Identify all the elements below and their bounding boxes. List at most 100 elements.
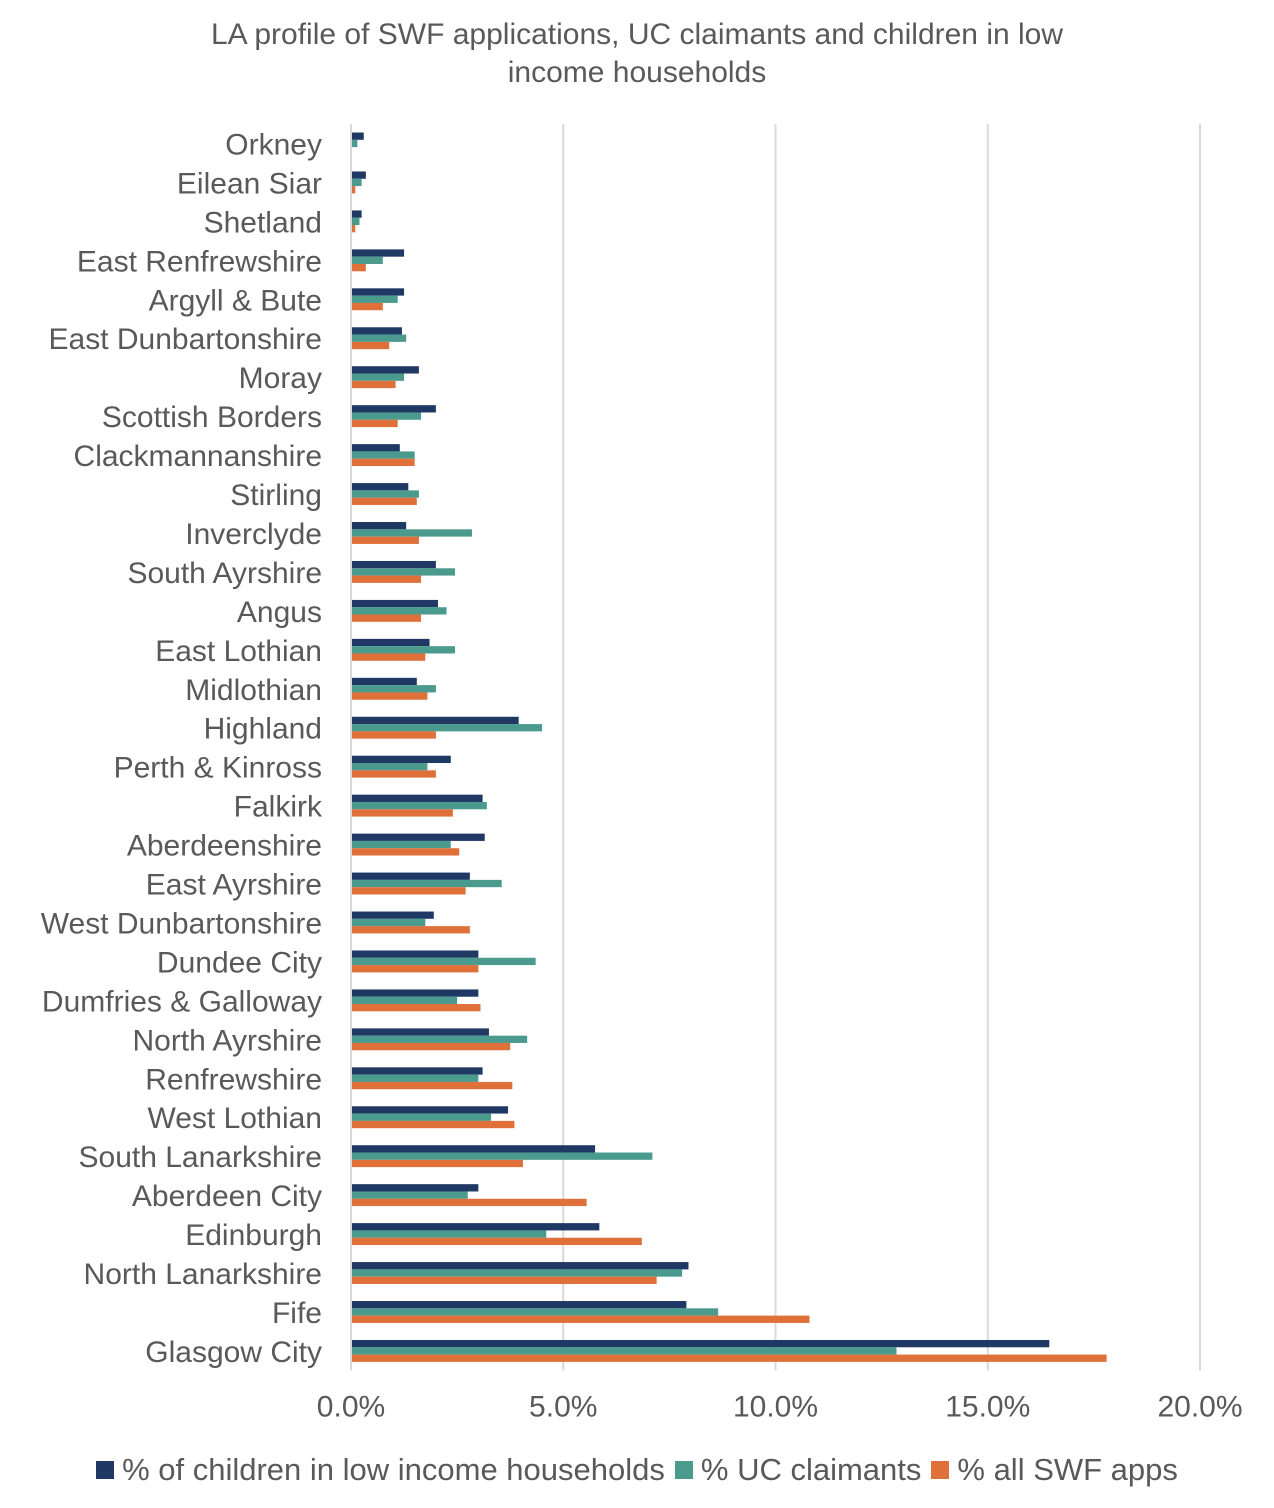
bar — [351, 801, 487, 810]
bar — [351, 1315, 810, 1323]
bar — [351, 879, 502, 888]
legend-item: % all SWF apps — [931, 1452, 1178, 1488]
x-tick-label: 20.0% — [1157, 1390, 1242, 1423]
bar — [351, 1106, 509, 1114]
bar — [351, 178, 362, 187]
category-label: Perth & Kinross — [114, 752, 322, 785]
bar — [351, 1198, 587, 1207]
legend-label: % all SWF apps — [957, 1452, 1178, 1487]
bar — [351, 302, 383, 311]
bar — [351, 638, 430, 647]
category-label: Highland — [204, 713, 322, 746]
bar — [351, 809, 453, 817]
bar — [351, 1028, 489, 1036]
category-label: Dundee City — [157, 946, 322, 979]
bar — [351, 334, 407, 342]
bar — [351, 731, 436, 739]
bar — [351, 1152, 653, 1160]
legend-item: % UC claimants — [674, 1452, 922, 1488]
bar — [351, 1120, 515, 1129]
category-label: Moray — [239, 362, 322, 395]
chart-legend: % of children in low income households % … — [0, 1450, 1274, 1490]
category-label: Edinburgh — [185, 1219, 322, 1252]
bar — [351, 327, 402, 335]
bar — [351, 132, 364, 140]
bar — [351, 256, 383, 264]
category-label: East Renfrewshire — [77, 245, 322, 278]
bar — [351, 1159, 523, 1168]
bar — [351, 763, 428, 771]
bar — [351, 1347, 897, 1355]
bar — [351, 1184, 479, 1192]
bar — [351, 1237, 642, 1246]
category-label: South Ayrshire — [127, 557, 322, 590]
bar — [351, 186, 356, 194]
bar — [351, 412, 422, 420]
bar — [351, 171, 366, 179]
bar — [351, 755, 451, 764]
bar — [351, 692, 428, 700]
x-tick-label: 5.0% — [529, 1390, 597, 1423]
bar — [351, 607, 447, 615]
x-tick-label: 15.0% — [945, 1390, 1030, 1423]
category-label: Falkirk — [234, 791, 323, 824]
category-label: North Lanarkshire — [84, 1258, 322, 1291]
bar — [351, 419, 398, 428]
bar — [351, 568, 456, 576]
bar — [351, 536, 419, 544]
category-label: Shetland — [204, 206, 322, 239]
chart-title-line-2: income households — [507, 56, 767, 89]
category-label: Scottish Borders — [102, 401, 322, 434]
bar — [351, 522, 407, 530]
chart-title-line-1: LA profile of SWF applications, UC claim… — [210, 18, 1064, 51]
bar — [351, 950, 479, 958]
bar — [351, 599, 439, 608]
bar — [351, 1145, 596, 1153]
bar — [351, 724, 543, 732]
category-label: Clackmannanshire — [74, 440, 322, 473]
legend-swatch — [931, 1461, 950, 1479]
bar — [351, 614, 422, 622]
category-label: Midlothian — [185, 674, 322, 707]
category-label: East Ayrshire — [146, 869, 322, 902]
bar — [351, 1191, 468, 1199]
bar — [351, 848, 460, 856]
bar — [351, 918, 426, 927]
bar — [351, 560, 436, 569]
category-label: Inverclyde — [185, 518, 322, 551]
bar — [351, 451, 415, 459]
bar — [351, 1230, 547, 1238]
legend-label: % of children in low income households — [122, 1452, 665, 1487]
category-label: Aberdeenshire — [127, 830, 322, 863]
x-tick-label: 10.0% — [733, 1390, 818, 1423]
bar — [351, 677, 417, 686]
bar — [351, 1074, 479, 1082]
bar — [351, 490, 419, 498]
bar — [351, 1035, 528, 1043]
bar-chart-plot: 0.0% 5.0% 10.0% 15.0% 20.0% Orkney Eilean Siar… — [41, 124, 1243, 1423]
bar — [351, 1354, 1107, 1362]
bar — [351, 263, 366, 272]
bar — [351, 373, 405, 381]
category-label: North Ayrshire — [132, 1024, 322, 1057]
bar — [351, 887, 466, 895]
bar — [351, 217, 360, 226]
bar — [351, 1081, 513, 1090]
bar — [351, 295, 398, 303]
bar — [351, 1113, 492, 1121]
bar — [351, 341, 390, 350]
bar — [351, 1262, 689, 1270]
bar — [351, 1276, 657, 1284]
bar — [351, 770, 436, 778]
bar — [351, 1223, 600, 1231]
category-label: Glasgow City — [145, 1336, 322, 1369]
bar — [351, 996, 458, 1005]
bar — [351, 225, 356, 233]
legend-item: % of children in low income households — [96, 1452, 665, 1488]
bar — [351, 989, 479, 997]
legend-label: % UC claimants — [700, 1452, 922, 1487]
bar — [351, 444, 400, 452]
bar — [351, 1269, 683, 1277]
bar — [351, 288, 405, 296]
bar — [351, 926, 470, 934]
